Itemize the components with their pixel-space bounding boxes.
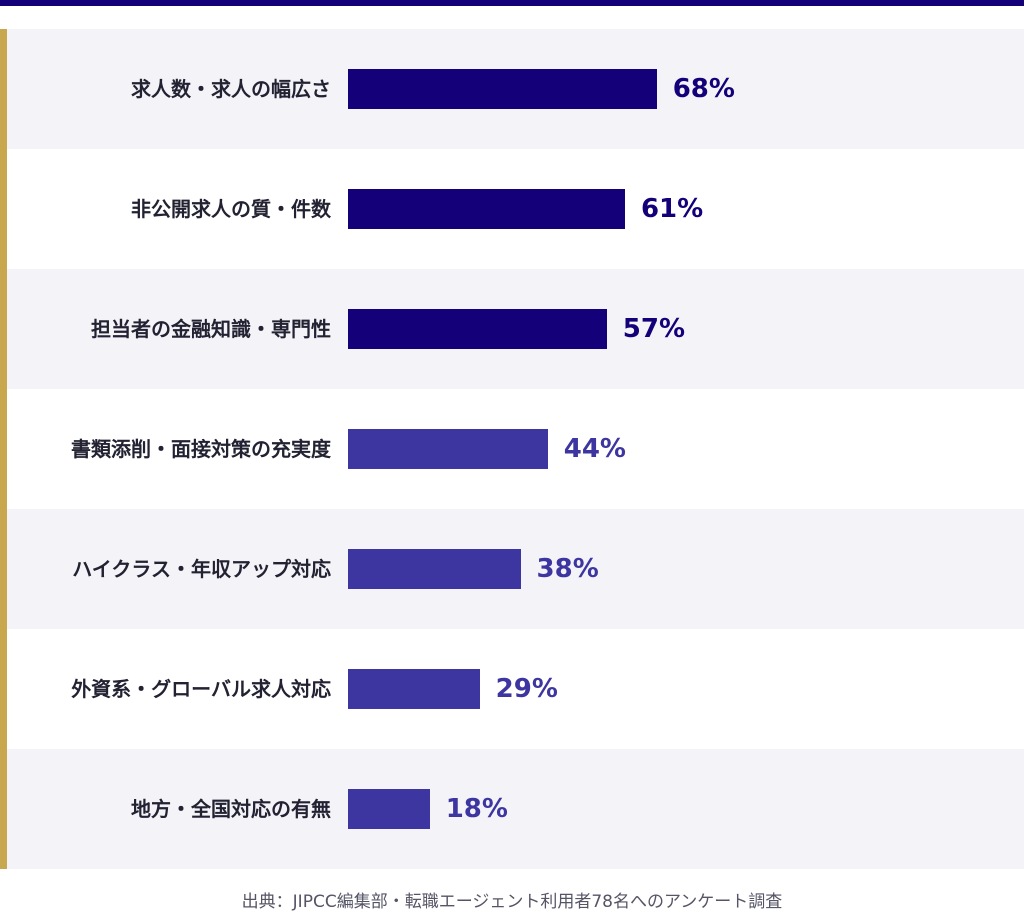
bar: [348, 789, 430, 829]
chart-row: 書類添削・面接対策の充実度 44%: [7, 389, 1024, 509]
bar: [348, 309, 607, 349]
chart-row: 非公開求人の質・件数 61%: [7, 149, 1024, 269]
value-label: 29%: [495, 674, 558, 704]
bar: [348, 189, 625, 229]
top-accent-bar: [0, 0, 1024, 6]
value-label: 18%: [445, 794, 508, 824]
bar: [348, 429, 548, 469]
chart-row: 外資系・グローバル求人対応 29%: [7, 629, 1024, 749]
category-label: 外資系・グローバル求人対応: [71, 677, 331, 701]
gold-accent-bar: [0, 29, 7, 869]
category-label: 求人数・求人の幅広さ: [131, 77, 331, 101]
value-label: 44%: [563, 434, 626, 464]
bar: [348, 549, 521, 589]
chart-row: 担当者の金融知識・専門性 57%: [7, 269, 1024, 389]
bar: [348, 669, 480, 709]
chart-row: ハイクラス・年収アップ対応 38%: [7, 509, 1024, 629]
category-label: 非公開求人の質・件数: [131, 197, 331, 221]
category-label: ハイクラス・年収アップ対応: [72, 557, 331, 581]
value-label: 68%: [672, 74, 735, 104]
chart-row: 地方・全国対応の有無 18%: [7, 749, 1024, 869]
value-label: 57%: [622, 314, 685, 344]
value-label: 61%: [640, 194, 704, 224]
category-label: 書類添削・面接対策の充実度: [71, 437, 331, 461]
category-label: 担当者の金融知識・専門性: [91, 317, 331, 341]
bar: [348, 69, 657, 109]
source-note: 出典：JIPCC編集部・転職エージェント利用者78名へのアンケート調査: [241, 892, 783, 912]
chart-row: 求人数・求人の幅広さ 68%: [7, 29, 1024, 149]
category-label: 地方・全国対応の有無: [131, 797, 331, 821]
value-label: 38%: [536, 554, 599, 584]
bar-chart: 求人数・求人の幅広さ 68% 非公開求人の質・件数 61% 担当者の金融知識・専門性 57…: [0, 29, 1024, 869]
